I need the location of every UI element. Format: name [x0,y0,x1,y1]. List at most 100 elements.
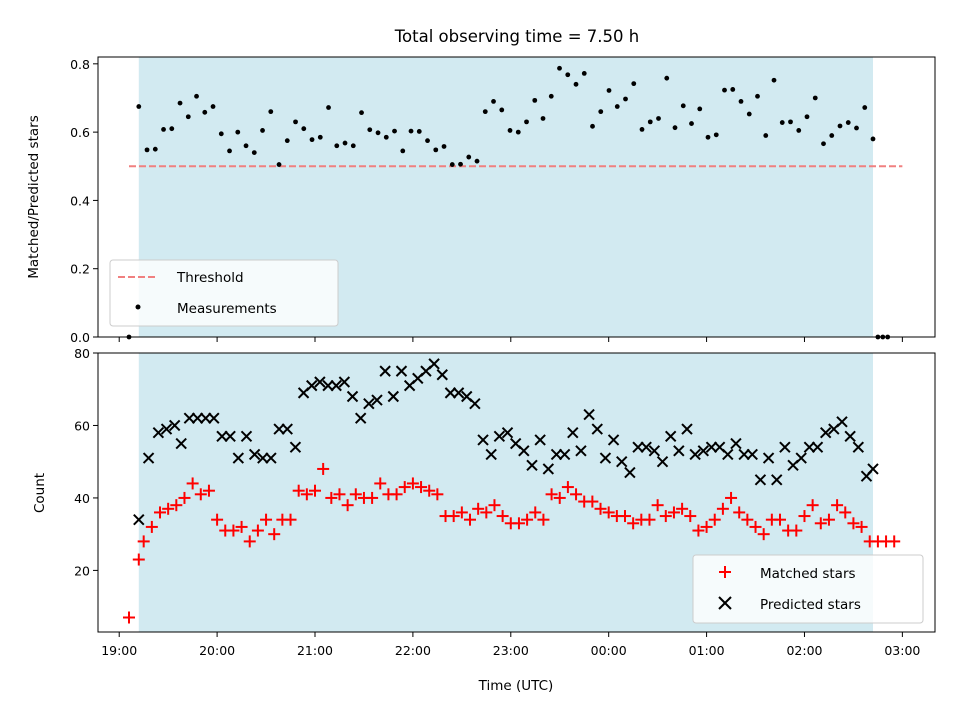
matched-point [202,484,215,497]
measurement-point [796,128,802,133]
top-panel-frame [97,56,936,338]
measurement-point [416,129,422,134]
matched-point [594,502,607,515]
measurement-point [705,134,711,140]
measurement-point [136,104,142,109]
predicted-point [624,466,636,479]
matched-point [423,484,436,497]
bottom-x-ticks: 19:00 20:00 21:00 22:00 23:00 00:00 01:00 02:00… [101,632,920,658]
predicted-point [795,452,807,464]
predicted-point [542,463,555,475]
x-tick-label: 20:00 [199,643,235,658]
matched-point [162,502,175,515]
predicted-point [591,423,603,435]
measurement-point [548,93,554,99]
measurement-point [392,128,397,134]
matched-point [586,495,599,508]
predicted-point [322,379,334,392]
bottom-xlabel: Time (UTC) [478,678,554,694]
predicted-point [477,434,489,446]
y-tick-label: 60 [74,418,90,433]
matched-point [806,499,819,512]
predicted-point [160,423,173,435]
predicted-point [771,474,783,486]
predicted-point [248,448,261,461]
measurement-point [540,116,546,121]
predicted-point [346,390,359,403]
matched-point [643,513,656,526]
measurement-point [515,129,521,135]
predicted-point [526,459,538,472]
predicted-point [599,452,612,464]
predicted-point [762,452,775,464]
predicted-point [583,408,595,421]
measurement-point [194,93,199,99]
matched-point [431,488,444,501]
matched-point [325,491,338,504]
measurement-point [293,119,298,125]
measurement-point [309,137,315,143]
predicted-point [819,427,832,439]
matched-point [716,502,729,515]
predicted-point [133,513,145,526]
measurement-point [458,161,463,167]
matched-point [186,477,199,490]
matched-point [447,510,460,523]
measurement-point [730,87,736,92]
predicted-point [705,441,718,453]
matched-point [268,528,281,541]
predicted-point [142,452,155,464]
measurement-point [788,119,793,125]
predicted-point [444,387,457,399]
measurement-point [507,128,513,133]
measurement-point [400,148,406,154]
measurement-point [301,126,307,132]
measurement-point [854,125,859,131]
predicted-point [558,448,571,461]
predicted-point [648,445,661,457]
matched-point [170,499,183,512]
predicted-point [730,437,742,450]
predicted-point [567,427,579,439]
y-tick-label: 80 [74,346,90,361]
matched-point [284,513,297,526]
matched-point [692,524,705,537]
top-y-ticks: 0.0 0.2 0.4 0.6 0.8 [70,57,98,345]
predicted-point [232,452,245,464]
matched-point [464,513,476,526]
measurement-point [565,72,571,78]
measurement-point [680,103,686,109]
measurement-point [623,96,628,102]
measurement-point [482,109,488,115]
measurement-point [334,143,340,149]
predicted-point [493,430,506,443]
measurement-point [837,123,843,129]
measurement-point [284,138,290,144]
predicted-point [485,448,497,461]
top-legend-box [109,259,339,327]
predicted-point [803,441,816,453]
measurement-point [276,162,282,167]
measurement-point [185,114,191,120]
measurement-point [326,105,331,110]
predicted-point [338,376,351,388]
measurement-point [722,87,727,93]
measurement-point [812,95,818,101]
matched-point [749,520,762,533]
matched-point [480,506,493,519]
y-tick-label: 0.8 [70,57,90,72]
measurement-point [169,126,175,132]
measurement-legend-label: Measurements [177,301,277,317]
matched-point [374,477,387,490]
measurement-point [177,100,183,106]
measurement-point [532,97,538,103]
measurement-point [763,133,769,138]
predicted-point [363,398,375,410]
measurement-point [449,162,455,167]
bottom-panel-frame [97,352,936,633]
predicted-point [330,379,342,392]
matched-point [725,491,738,504]
predicted-point [208,412,220,424]
measurement-point [590,123,595,129]
